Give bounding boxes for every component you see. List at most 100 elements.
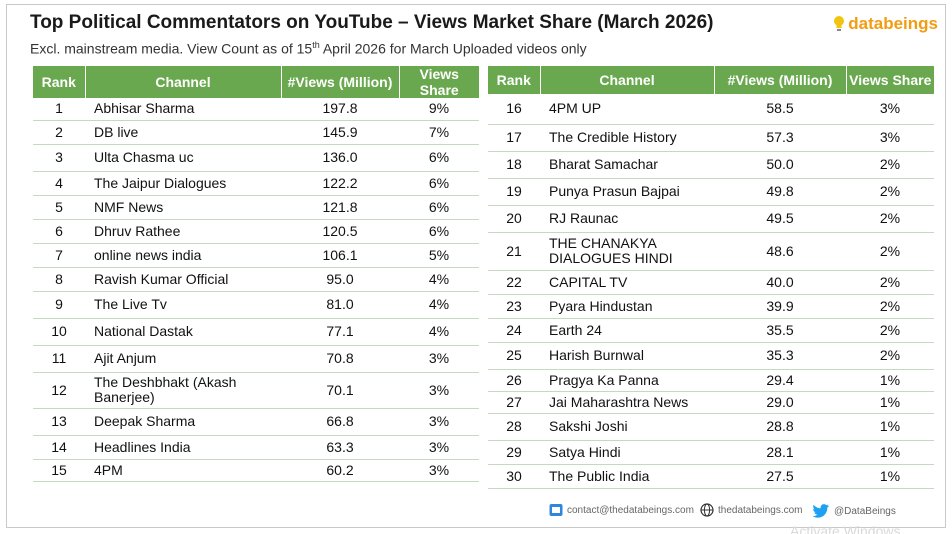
views-cell: 120.5	[281, 219, 399, 244]
channel-cell: Earth 24	[540, 318, 714, 343]
table-header-row: Rank Channel #Views (Million) Views Shar…	[488, 66, 934, 94]
rank-cell: 1	[33, 98, 85, 121]
databeings-logo: databeings	[832, 14, 938, 34]
header-channel: Channel	[540, 66, 715, 94]
table-row: 27 Jai Maharashtra News 29.0 1%	[488, 391, 934, 414]
views-cell: 28.1	[714, 440, 846, 465]
channel-cell: Harish Burnwal	[540, 342, 714, 370]
ranking-table-left: Rank Channel #Views (Million) Views Shar…	[33, 66, 479, 482]
globe-icon	[700, 503, 714, 517]
views-cell: 122.2	[281, 171, 399, 196]
table-row: 1 Abhisar Sharma 197.8 9%	[33, 98, 479, 121]
table-row: 12 The Deshbhakt (Akash Banerjee) 70.1 3%	[33, 372, 479, 409]
channel-cell: The Jaipur Dialogues	[85, 171, 281, 196]
share-cell: 2%	[846, 318, 934, 343]
logo-text: databeings	[848, 14, 938, 33]
views-cell: 197.8	[281, 98, 399, 121]
rank-cell: 22	[488, 270, 540, 295]
share-cell: 2%	[846, 232, 934, 271]
views-cell: 60.2	[281, 459, 399, 482]
rank-cell: 17	[488, 124, 540, 152]
channel-cell: CAPITAL TV	[540, 270, 714, 295]
share-cell: 4%	[399, 291, 479, 319]
table-row: 24 Earth 24 35.5 2%	[488, 318, 934, 343]
header-rank: Rank	[488, 66, 541, 94]
footer-twitter[interactable]: @DataBeings	[812, 503, 896, 519]
rank-cell: 30	[488, 464, 540, 489]
header-views: #Views (Million)	[714, 66, 847, 94]
channel-cell: Dhruv Rathee	[85, 219, 281, 244]
share-cell: 6%	[399, 219, 479, 244]
page-subtitle: Excl. mainstream media. View Count as of…	[30, 40, 587, 57]
channel-cell: The Live Tv	[85, 291, 281, 319]
rank-cell: 18	[488, 151, 540, 179]
rank-cell: 11	[33, 345, 85, 373]
table-row: 22 CAPITAL TV 40.0 2%	[488, 270, 934, 295]
share-cell: 1%	[846, 464, 934, 489]
table-row: 7 online news india 106.1 5%	[33, 243, 479, 268]
footer-website-text: thedatabeings.com	[718, 504, 803, 516]
share-cell: 3%	[399, 435, 479, 460]
table-header-row: Rank Channel #Views (Million) Views Shar…	[33, 66, 479, 98]
views-cell: 39.9	[714, 294, 846, 319]
views-cell: 106.1	[281, 243, 399, 268]
rank-cell: 14	[33, 435, 85, 460]
views-cell: 66.8	[281, 408, 399, 436]
table-row: 28 Sakshi Joshi 28.8 1%	[488, 413, 934, 441]
share-cell: 3%	[399, 345, 479, 373]
twitter-icon	[812, 504, 829, 518]
rank-cell: 4	[33, 171, 85, 196]
channel-cell: RJ Raunac	[540, 205, 714, 233]
views-cell: 49.8	[714, 178, 846, 206]
channel-cell: online news india	[85, 243, 281, 268]
share-cell: 6%	[399, 144, 479, 172]
rank-cell: 28	[488, 413, 540, 441]
channel-cell: 4PM	[85, 459, 281, 482]
views-cell: 145.9	[281, 120, 399, 145]
rank-cell: 8	[33, 267, 85, 292]
table-row: 10 National Dastak 77.1 4%	[33, 318, 479, 346]
views-cell: 70.1	[281, 372, 399, 409]
rank-cell: 7	[33, 243, 85, 268]
rank-cell: 2	[33, 120, 85, 145]
views-cell: 95.0	[281, 267, 399, 292]
views-cell: 121.8	[281, 195, 399, 220]
footer-email[interactable]: contact@thedatabeings.com	[549, 503, 694, 517]
share-cell: 5%	[399, 243, 479, 268]
views-cell: 136.0	[281, 144, 399, 172]
table-row: 2 DB live 145.9 7%	[33, 120, 479, 145]
rank-cell: 27	[488, 391, 540, 414]
channel-cell: Pyara Hindustan	[540, 294, 714, 319]
mail-icon	[549, 504, 563, 516]
table-row: 19 Punya Prasun Bajpai 49.8 2%	[488, 178, 934, 206]
page-title: Top Political Commentators on YouTube – …	[30, 12, 714, 33]
subtitle-sup: th	[312, 40, 320, 50]
rank-cell: 29	[488, 440, 540, 465]
share-cell: 1%	[846, 413, 934, 441]
header-share: Views Share	[846, 66, 934, 94]
table-row: 9 The Live Tv 81.0 4%	[33, 291, 479, 319]
channel-cell: DB live	[85, 120, 281, 145]
table-row: 8 Ravish Kumar Official 95.0 4%	[33, 267, 479, 292]
table-row: 26 Pragya Ka Panna 29.4 1%	[488, 369, 934, 392]
table-row: 23 Pyara Hindustan 39.9 2%	[488, 294, 934, 319]
rank-cell: 10	[33, 318, 85, 346]
footer-website[interactable]: thedatabeings.com	[700, 503, 803, 517]
rank-cell: 13	[33, 408, 85, 436]
bulb-icon	[834, 16, 845, 31]
channel-cell: Headlines India	[85, 435, 281, 460]
share-cell: 3%	[846, 124, 934, 152]
channel-cell: Bharat Samachar	[540, 151, 714, 179]
table-row: 21 THE CHANAKYA DIALOGUES HINDI 48.6 2%	[488, 232, 934, 271]
channel-cell: Ravish Kumar Official	[85, 267, 281, 292]
rank-cell: 9	[33, 291, 85, 319]
views-cell: 70.8	[281, 345, 399, 373]
rank-cell: 23	[488, 294, 540, 319]
channel-cell: Jai Maharashtra News	[540, 391, 714, 414]
share-cell: 2%	[846, 205, 934, 233]
views-cell: 49.5	[714, 205, 846, 233]
table-row: 30 The Public India 27.5 1%	[488, 464, 934, 489]
table-row: 6 Dhruv Rathee 120.5 6%	[33, 219, 479, 244]
views-cell: 29.0	[714, 391, 846, 414]
rank-cell: 21	[488, 232, 540, 271]
